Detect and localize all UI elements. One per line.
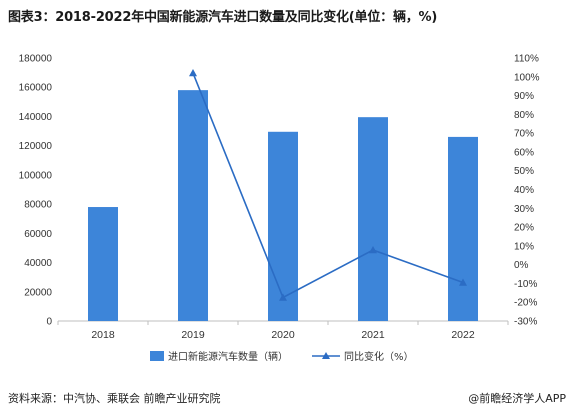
left-y-tick-label: 100000 [19,170,53,181]
left-y-tick-label: 180000 [19,54,53,65]
legend-marker-line [322,352,330,359]
axes [57,320,509,325]
line-path [192,72,464,299]
right-y-tick-labels: -30% -20% -10% 0% 10% 20% 30% 40% 50% 60% 70% 80% 90… [514,54,540,328]
legend-label-bar: 进口新能源汽车数量（辆） [168,350,288,363]
right-y-tick-label: 80% [514,110,534,121]
x-tick-label: 2018 [91,329,115,341]
left-y-tick-label: 160000 [19,83,53,94]
right-y-tick-label: 100% [514,72,540,83]
line-marker [279,293,287,301]
right-y-tick-label: 50% [514,166,534,177]
bar-series [88,90,478,322]
right-y-tick-label: 40% [514,185,534,196]
left-y-tick-label: 0 [46,317,52,328]
chart-title: 图表3：2018-2022年中国新能源汽车进口数量及同比变化(单位：辆，%) [8,10,438,25]
left-y-tick-label: 80000 [24,200,52,211]
right-y-tick-label: 0% [514,260,529,271]
right-y-tick-label: -10% [514,279,537,290]
legend: 进口新能源汽车数量（辆） 同比变化（%） [150,350,414,363]
bar [88,207,118,321]
bar [178,90,208,322]
right-y-tick-label: 30% [514,204,534,215]
line-marker [459,278,467,286]
bar [358,117,388,321]
right-y-tick-label: 10% [514,241,534,252]
left-y-tick-label: 60000 [24,229,52,240]
x-tick-labels: 2018 2019 2020 2021 2022 [91,329,475,341]
brand-credit: @前瞻经济学人APP [468,392,566,405]
line-series [189,69,467,301]
left-y-tick-label: 20000 [24,287,52,298]
source-note: 资料来源：中汽协、乘联会 前瞻产业研究院 [8,392,221,405]
right-y-tick-label: 60% [514,147,534,158]
legend-label-line: 同比变化（%） [344,350,414,363]
legend-swatch-bar [150,351,164,361]
line-marker [369,245,377,254]
bar [448,136,478,321]
x-tick-label: 2019 [181,329,205,341]
x-tick-label: 2021 [361,329,385,341]
left-y-tick-label: 140000 [19,112,53,123]
right-y-tick-label: 110% [514,54,539,65]
right-y-tick-label: -30% [514,317,537,328]
line-marker [189,69,197,77]
right-y-tick-label: 20% [514,223,534,234]
left-y-tick-label: 120000 [19,141,53,152]
bar [268,131,298,321]
right-y-tick-label: 90% [514,91,534,102]
left-y-tick-labels: 0 20000 40000 60000 80000 100000 120000 140000 1… [19,54,53,328]
x-tick-label: 2020 [271,329,295,341]
right-y-tick-label: -20% [514,298,537,309]
left-y-tick-label: 40000 [24,258,52,269]
x-tick-label: 2022 [451,329,475,341]
right-y-tick-label: 70% [514,129,534,140]
